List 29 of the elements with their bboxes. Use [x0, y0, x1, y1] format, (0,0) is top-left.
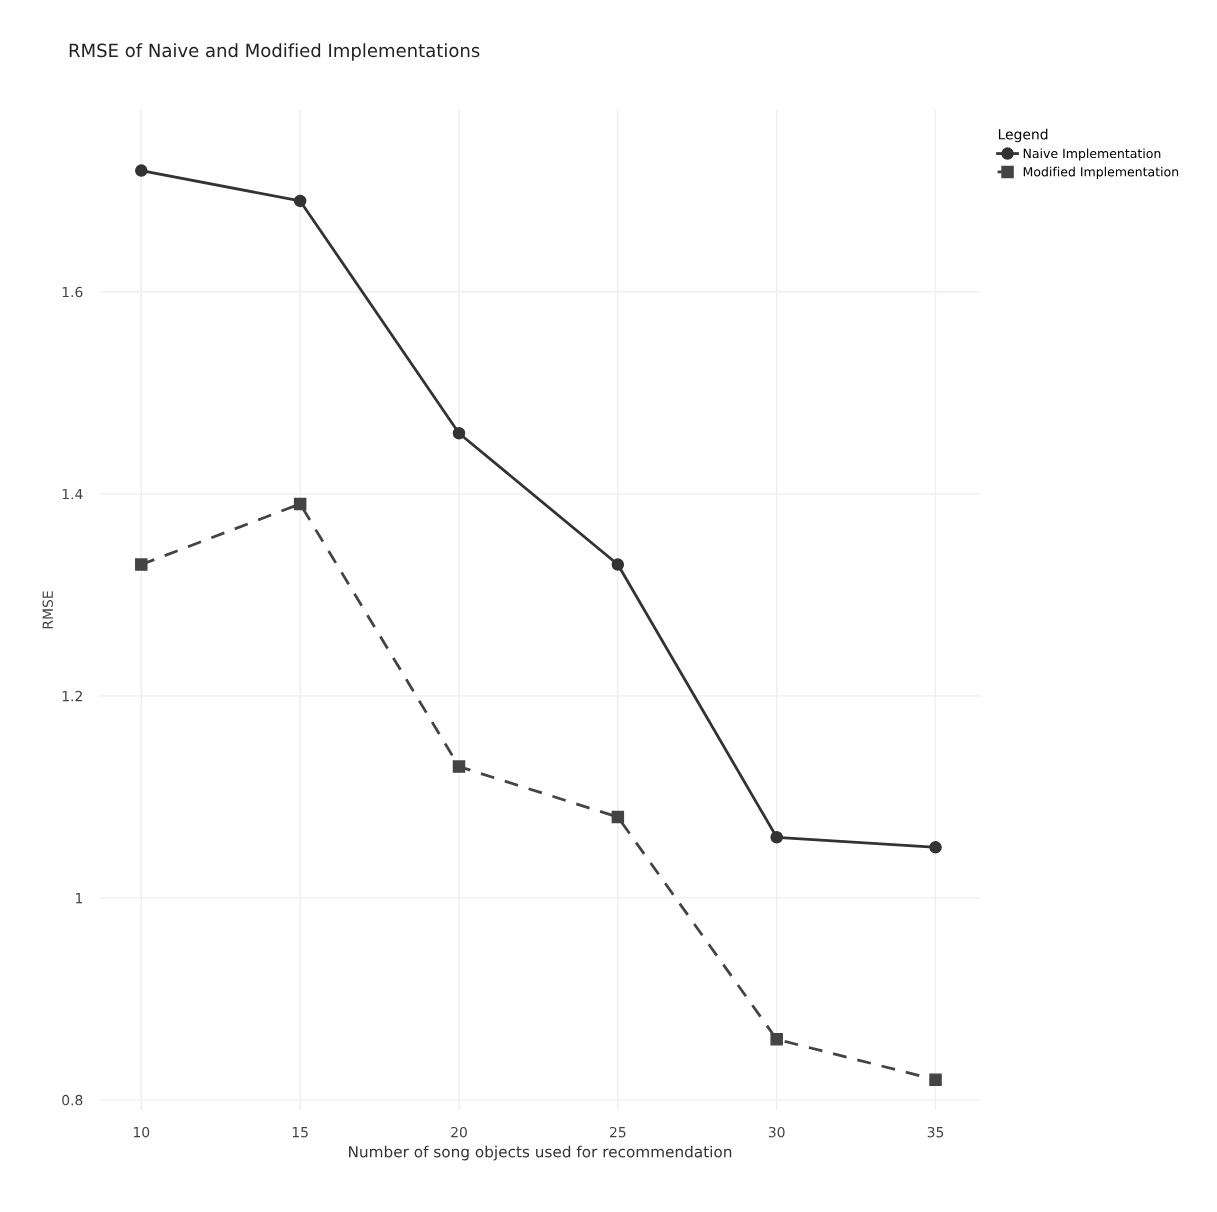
point: [135, 164, 148, 177]
point: [611, 558, 625, 571]
x-tick-label: 20: [451, 1126, 467, 1138]
point: [452, 760, 466, 773]
x-tick-label: 25: [610, 1126, 626, 1138]
point: [452, 426, 466, 440]
y-tick-label: 1.2: [62, 690, 82, 702]
x-tick-label: 35: [927, 1126, 944, 1138]
point: [929, 1073, 942, 1086]
x-tick-label: 30: [768, 1126, 785, 1138]
x-axis-title: Number of song objects used for recommendation: [349, 1145, 732, 1161]
y-tick-label: 1.4: [62, 488, 83, 500]
y-axis-title: RMSE: [42, 591, 53, 629]
x-tick-label: 10: [133, 1126, 150, 1138]
x-tick-label: 15: [292, 1127, 308, 1138]
point: [770, 1033, 783, 1046]
legend-title: Legend: [998, 128, 1048, 143]
point: [929, 841, 942, 854]
legend-label: Modified Implementation: [1023, 166, 1179, 179]
y-tick-label: 1: [76, 893, 83, 904]
point: [611, 810, 625, 824]
point: [293, 194, 307, 208]
point: [135, 558, 148, 571]
y-tick-label: 1.6: [62, 286, 83, 298]
point: [293, 497, 307, 511]
point: [770, 831, 783, 844]
chart-title: RMSE of Naive and Modified Implementations: [69, 43, 480, 61]
y-tick-label: 0.8: [62, 1094, 83, 1106]
legend-label: Naive Implementation: [1023, 148, 1161, 161]
